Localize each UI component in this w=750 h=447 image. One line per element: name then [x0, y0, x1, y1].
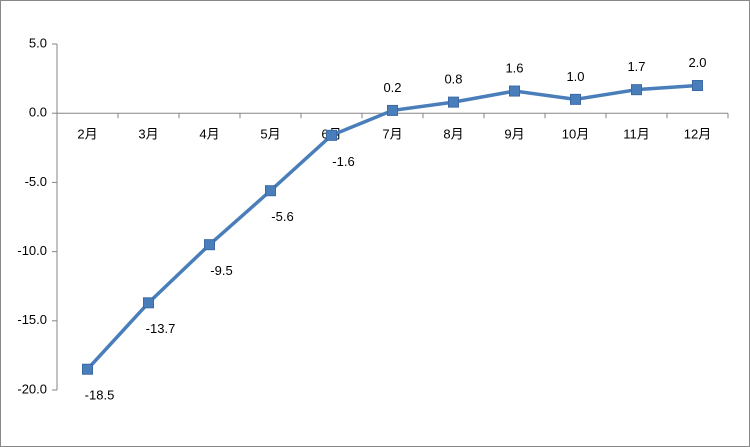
data-marker: [387, 104, 398, 116]
x-tick-label: 4月: [199, 127, 219, 142]
data-marker: [265, 185, 276, 197]
data-marker: [82, 363, 93, 375]
data-marker: [326, 129, 337, 141]
data-label: 1.0: [566, 69, 584, 84]
data-label: 0.2: [383, 80, 401, 95]
data-label: 1.6: [505, 60, 523, 75]
y-tick-label: -5.0: [25, 174, 47, 189]
x-tick-label: 11月: [623, 127, 650, 142]
y-tick-label: -10.0: [17, 243, 47, 258]
data-label: 0.8: [444, 72, 462, 87]
x-tick-label: 2月: [77, 127, 97, 142]
x-tick-label: 8月: [443, 127, 463, 142]
data-marker: [570, 93, 581, 105]
data-label: -1.6: [332, 154, 354, 169]
y-tick-label: -20.0: [17, 381, 47, 396]
data-label: -5.6: [271, 209, 293, 224]
y-tick-label: 0.0: [29, 105, 47, 120]
y-tick-label: 5.0: [29, 35, 47, 50]
x-tick-label: 12月: [684, 127, 711, 142]
x-tick-label: 5月: [260, 127, 280, 142]
data-marker: [692, 80, 703, 92]
data-label: 2.0: [688, 55, 706, 70]
data-marker: [204, 239, 215, 251]
x-tick-label: 10月: [562, 127, 589, 142]
data-marker: [448, 96, 459, 108]
x-tick-label: 7月: [382, 127, 402, 142]
data-marker: [143, 297, 154, 309]
y-tick-label: -15.0: [17, 312, 47, 327]
data-marker: [509, 85, 520, 97]
data-label: -13.7: [146, 321, 176, 336]
data-marker: [631, 84, 642, 96]
data-label: -9.5: [210, 263, 232, 278]
data-label: -18.5: [85, 388, 115, 403]
x-tick-label: 9月: [504, 127, 524, 142]
data-label: 1.7: [627, 59, 645, 74]
x-tick-label: 3月: [138, 127, 158, 142]
